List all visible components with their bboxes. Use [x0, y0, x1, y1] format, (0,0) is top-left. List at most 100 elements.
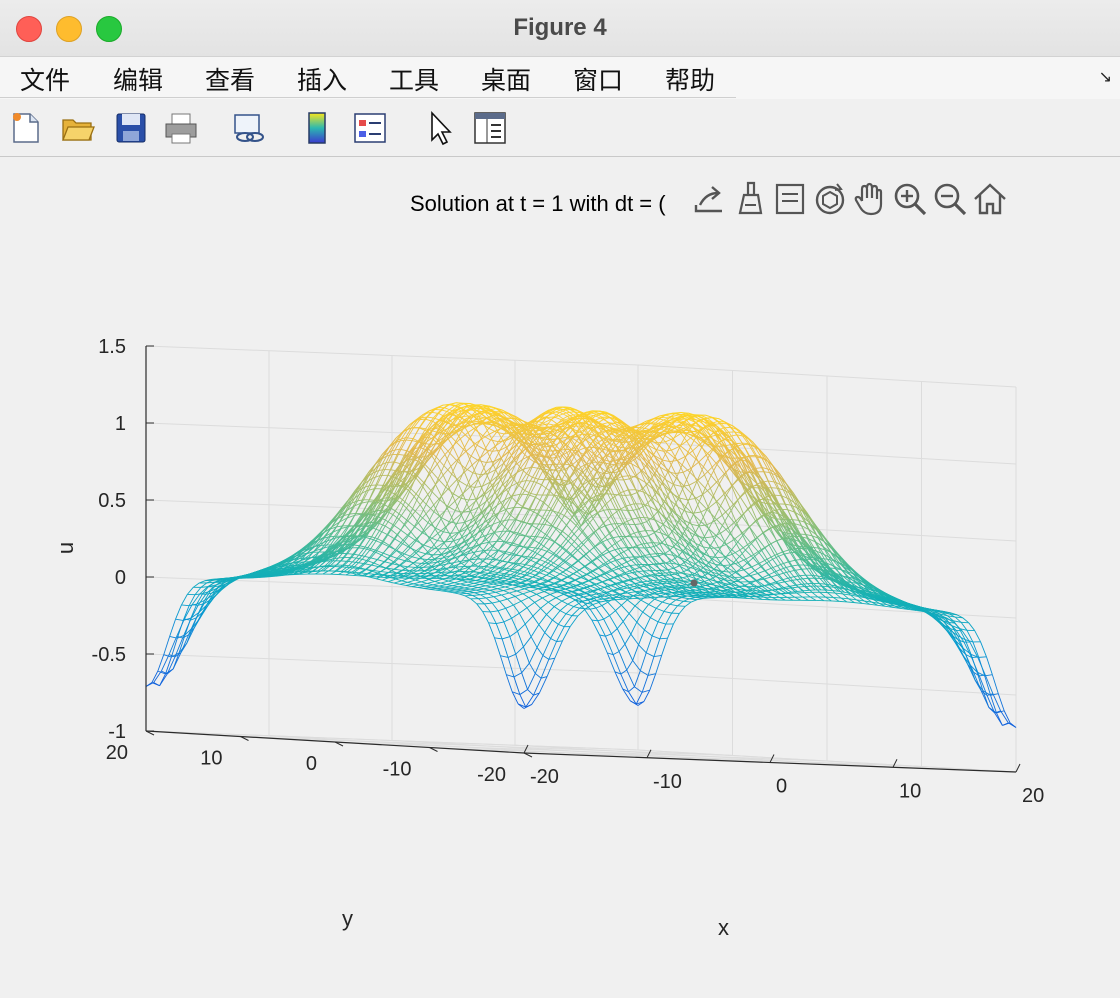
mesh-line	[658, 435, 666, 446]
mesh-line	[678, 535, 685, 547]
mesh-line	[655, 417, 662, 424]
mesh-line	[608, 549, 616, 553]
figure-canvas[interactable]: -20 -10 0 10 20 -20 -10 0 10 20 1.5 1 0.5 0 -0.5 -1 Sol…	[0, 157, 1120, 998]
mesh-line	[385, 508, 392, 521]
menu-window[interactable]: 窗口	[572, 66, 623, 95]
link-plot-icon[interactable]	[231, 110, 267, 146]
mesh-line	[677, 605, 686, 607]
mesh-line	[711, 551, 719, 560]
mesh-line	[809, 596, 817, 601]
legend-icon[interactable]	[352, 110, 388, 146]
save-disk-icon[interactable]	[113, 110, 149, 146]
mesh-line	[657, 611, 665, 623]
mesh-line	[805, 586, 813, 593]
mesh-line	[526, 539, 534, 549]
mesh-line	[471, 532, 479, 543]
mesh-line	[836, 587, 844, 595]
menu-help[interactable]: 帮助	[664, 66, 715, 95]
minimize-button[interactable]	[56, 16, 82, 42]
mesh-line	[814, 541, 822, 554]
mesh-line	[649, 608, 657, 618]
menu-overflow-icon[interactable]: ↘	[1098, 67, 1112, 86]
new-figure-icon[interactable]	[8, 110, 44, 146]
mesh-line	[658, 502, 666, 517]
mesh-line	[820, 552, 828, 564]
mesh-line	[673, 518, 681, 530]
mesh-line	[727, 527, 735, 540]
surface-mesh[interactable]	[145, 402, 1017, 728]
mesh-line	[664, 516, 672, 530]
mesh-line	[545, 445, 552, 457]
edit-plot-pointer-icon[interactable]	[422, 110, 458, 146]
menu-file[interactable]: 文件	[20, 66, 71, 95]
mesh-line	[669, 499, 677, 514]
mesh-line	[765, 498, 772, 501]
menu-desktop[interactable]: 桌面	[480, 66, 531, 95]
mesh-line	[200, 582, 208, 588]
mesh-line	[452, 413, 459, 418]
mesh-line	[647, 656, 655, 676]
mesh-line	[641, 422, 649, 429]
mesh-line	[652, 488, 660, 504]
mesh-line	[470, 444, 478, 457]
mesh-line	[646, 652, 655, 657]
mesh-line	[419, 446, 426, 451]
mesh-line	[612, 536, 620, 539]
mesh-line	[819, 547, 826, 551]
mesh-line	[642, 535, 649, 538]
mesh-line	[405, 427, 412, 438]
mesh-line	[669, 461, 676, 474]
mesh-line	[531, 565, 538, 569]
menu-view[interactable]: 查看	[204, 66, 255, 95]
mesh-line	[589, 495, 597, 500]
menu-tools[interactable]: 工具	[388, 66, 439, 95]
mesh-line	[757, 448, 765, 459]
mesh-line	[618, 509, 625, 523]
mesh-line	[705, 564, 712, 573]
mesh-line	[628, 686, 635, 693]
mesh-line	[359, 537, 367, 547]
mesh-line	[631, 492, 638, 496]
mesh-line	[190, 603, 198, 619]
maximize-button[interactable]	[96, 16, 122, 42]
mesh-line	[657, 553, 665, 557]
mesh-line	[569, 464, 576, 468]
mesh-line	[497, 610, 505, 623]
mesh-line	[415, 579, 422, 583]
mesh-line	[669, 603, 678, 607]
mesh-line	[643, 491, 650, 507]
close-button[interactable]	[16, 16, 42, 42]
mesh-line	[729, 524, 737, 535]
print-icon[interactable]	[163, 110, 199, 146]
colorbar-icon[interactable]	[300, 110, 336, 146]
mesh-line	[571, 560, 578, 566]
mesh-line	[334, 528, 342, 539]
menu-insert[interactable]: 插入	[296, 66, 347, 95]
mesh-line	[487, 451, 494, 466]
mesh-line	[571, 585, 578, 589]
mesh-line	[673, 565, 680, 569]
mesh-line	[606, 570, 613, 574]
mesh-line	[671, 605, 678, 614]
mesh-line	[528, 662, 536, 674]
open-folder-icon[interactable]	[60, 110, 96, 146]
mesh-line	[991, 674, 999, 694]
mesh-line	[566, 549, 573, 556]
mesh-line	[634, 558, 641, 568]
property-inspector-icon[interactable]	[472, 110, 508, 146]
mesh-line	[680, 569, 688, 574]
menu-edit[interactable]: 编辑	[112, 66, 163, 95]
mesh-line	[609, 610, 616, 616]
mesh-line	[500, 508, 508, 522]
mesh-line	[609, 442, 616, 447]
mesh-line	[461, 553, 469, 562]
mesh-line	[469, 551, 476, 561]
mesh-line	[496, 492, 504, 506]
mesh-line	[478, 598, 485, 605]
mesh-line	[796, 507, 803, 512]
mesh-line	[441, 505, 448, 518]
mesh-line	[567, 451, 575, 460]
mesh-line	[813, 585, 821, 593]
mesh-line	[537, 442, 545, 455]
